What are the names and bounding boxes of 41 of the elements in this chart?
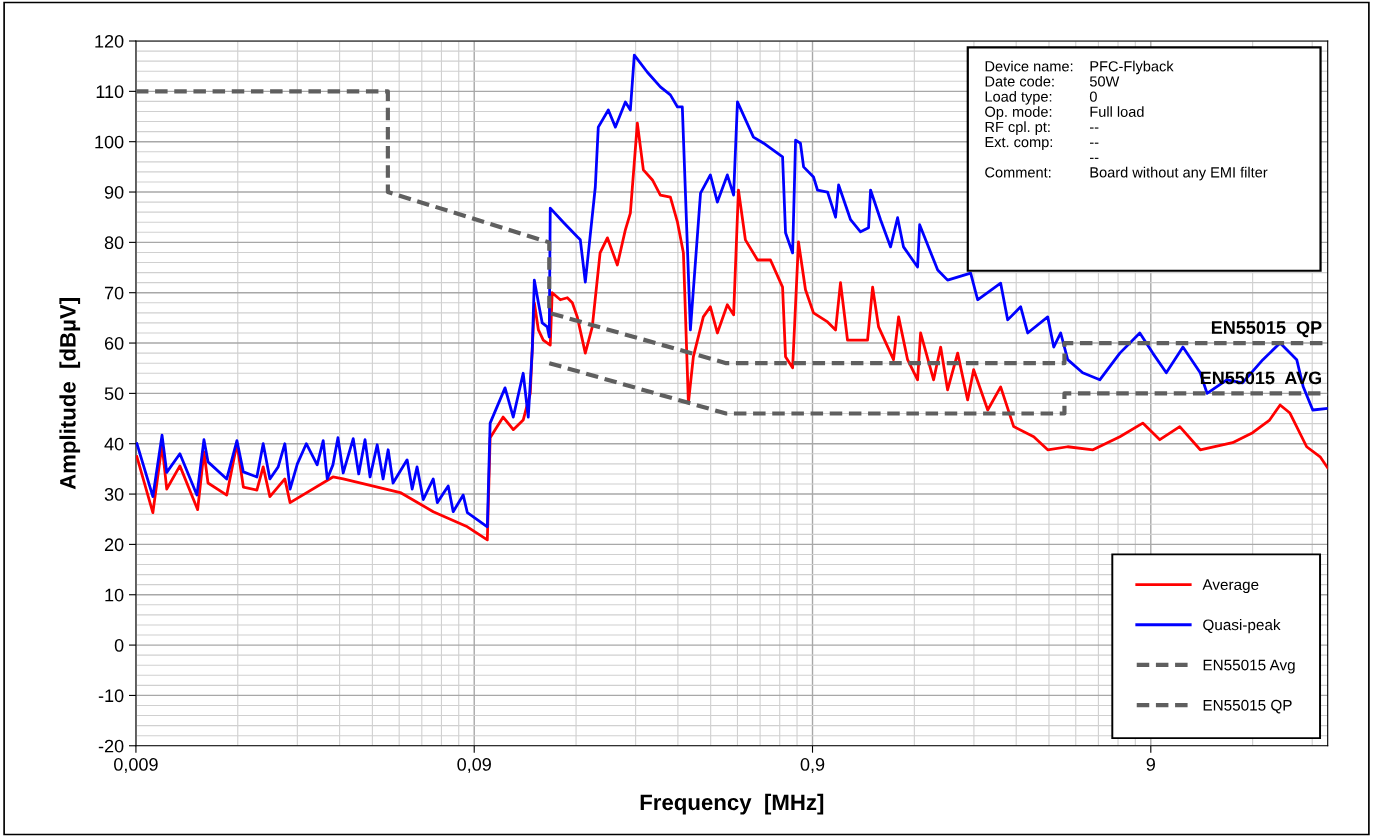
legend-label: Quasi-peak bbox=[1203, 619, 1281, 634]
annotation: Op. mode: bbox=[985, 106, 1052, 120]
y-tick-label: 100 bbox=[95, 135, 124, 149]
x-axis-title: Frequency [MHz] bbox=[640, 793, 824, 815]
y-tick-label: -20 bbox=[98, 739, 124, 753]
legend-label: EN55015 Avg bbox=[1203, 659, 1295, 674]
y-tick-label: 120 bbox=[95, 34, 124, 48]
annotation: Device name: bbox=[985, 60, 1073, 72]
annotation: Ext. comp: bbox=[985, 137, 1053, 151]
x-tick-label: 0,9 bbox=[800, 758, 825, 773]
y-tick-label: 60 bbox=[104, 336, 124, 350]
y-tick-label: 110 bbox=[96, 85, 124, 99]
annotation: PFC-Flyback bbox=[1090, 60, 1174, 75]
y-tick-label: 10 bbox=[105, 588, 124, 602]
x-tick-label: 0,009 bbox=[114, 758, 158, 773]
annotation: 0 bbox=[1089, 91, 1097, 102]
annotation: -- bbox=[1089, 127, 1099, 129]
annotation: Date code: bbox=[985, 75, 1054, 87]
annotation: Board without any EMI filter bbox=[1090, 166, 1268, 181]
y-tick-label: 0 bbox=[114, 639, 124, 652]
y-tick-label: 90 bbox=[104, 185, 124, 199]
y-tick-label: 30 bbox=[104, 488, 124, 501]
annotation: -- bbox=[1089, 157, 1099, 159]
annotation: Load type: bbox=[985, 91, 1052, 105]
y-tick-label: 80 bbox=[104, 236, 124, 250]
annotation: EN55015 QP bbox=[1211, 321, 1322, 338]
annotation: Comment: bbox=[985, 167, 1051, 178]
y-tick-label: 20 bbox=[104, 538, 124, 552]
y-tick-label: 70 bbox=[104, 286, 124, 300]
legend-label: EN55015 QP bbox=[1203, 699, 1292, 714]
y-tick-label: 50 bbox=[104, 387, 124, 401]
x-tick-label: 9 bbox=[1146, 758, 1155, 771]
y-axis-title: Amplitude [dBµV] bbox=[59, 298, 81, 490]
x-tick-label: 0,09 bbox=[457, 758, 491, 773]
annotation: -- bbox=[1089, 142, 1099, 144]
y-tick-label: 40 bbox=[104, 437, 124, 451]
annotation: RF cpl. pt: bbox=[985, 121, 1050, 135]
annotation: Full load bbox=[1090, 106, 1144, 117]
y-tick-label: -10 bbox=[98, 689, 124, 703]
legend-label: Average bbox=[1202, 579, 1259, 594]
annotation: 50W bbox=[1089, 76, 1120, 87]
